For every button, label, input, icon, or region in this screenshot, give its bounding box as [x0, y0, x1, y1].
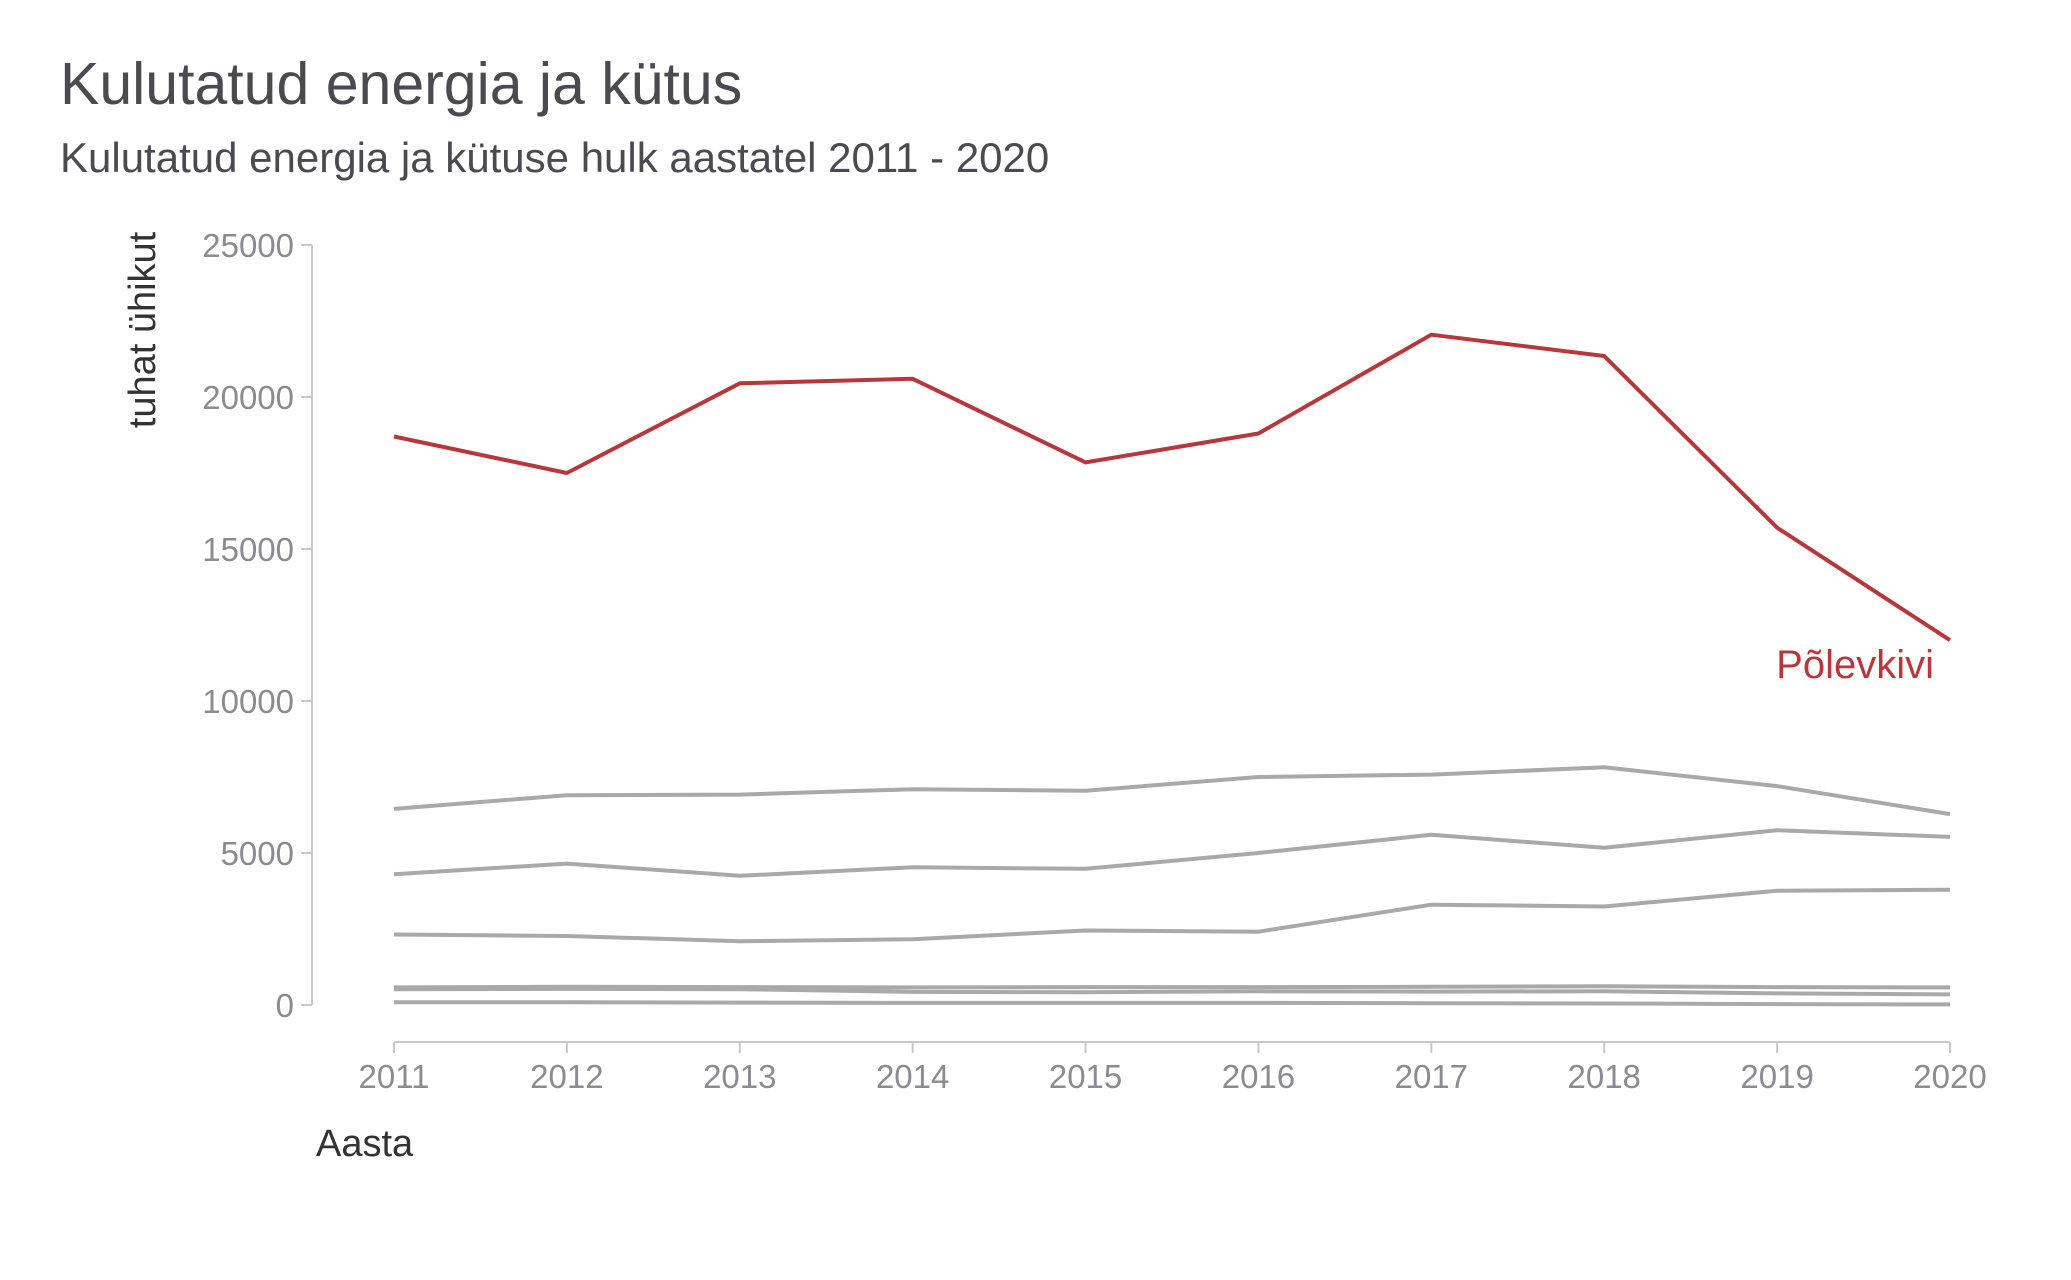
y-tick-label: 10000	[202, 683, 294, 720]
series-line	[393, 984, 1951, 990]
series-line	[393, 765, 1951, 817]
x-tick-label: 2014	[876, 1058, 949, 1095]
y-axis-title: tuhat ühikut	[122, 231, 164, 428]
y-tick-label: 20000	[202, 379, 294, 416]
series-line-highlight	[393, 332, 1952, 642]
series-line	[393, 887, 1951, 944]
x-tick-label: 2012	[530, 1058, 603, 1095]
series-annotation-label: Põlevkivi	[1776, 643, 1934, 687]
x-tick-label: 2013	[703, 1058, 776, 1095]
x-tick-label: 2019	[1740, 1058, 1813, 1095]
x-tick-label: 2017	[1395, 1058, 1468, 1095]
y-tick-label: 0	[276, 987, 294, 1024]
x-tick-label: 2016	[1222, 1058, 1295, 1095]
x-tick-label: 2018	[1568, 1058, 1641, 1095]
x-tick-label: 2020	[1913, 1058, 1986, 1095]
chart-subtitle: Kulutatud energia ja kütuse hulk aastate…	[60, 134, 1050, 181]
x-tick-label: 2011	[359, 1058, 430, 1095]
series-line	[393, 828, 1951, 878]
x-axis: 2011 2012 2013 2014 2015 2016 2017 2018 2019 2020	[359, 1041, 1987, 1095]
series-line	[394, 1000, 1951, 1007]
chart-title: Kulutatud energia ja kütus	[60, 51, 743, 117]
y-tick-label: 5000	[221, 835, 294, 872]
y-tick-label: 25000	[202, 227, 294, 264]
x-tick-label: 2015	[1049, 1058, 1122, 1095]
y-tick-label: 15000	[202, 531, 294, 568]
series-line	[393, 986, 1951, 997]
x-axis-title: Aasta	[316, 1123, 414, 1165]
y-axis: 0 5000 10000 15000 20000 25000	[202, 227, 313, 1024]
series-layer: Põlevkivi	[393, 332, 1952, 1007]
